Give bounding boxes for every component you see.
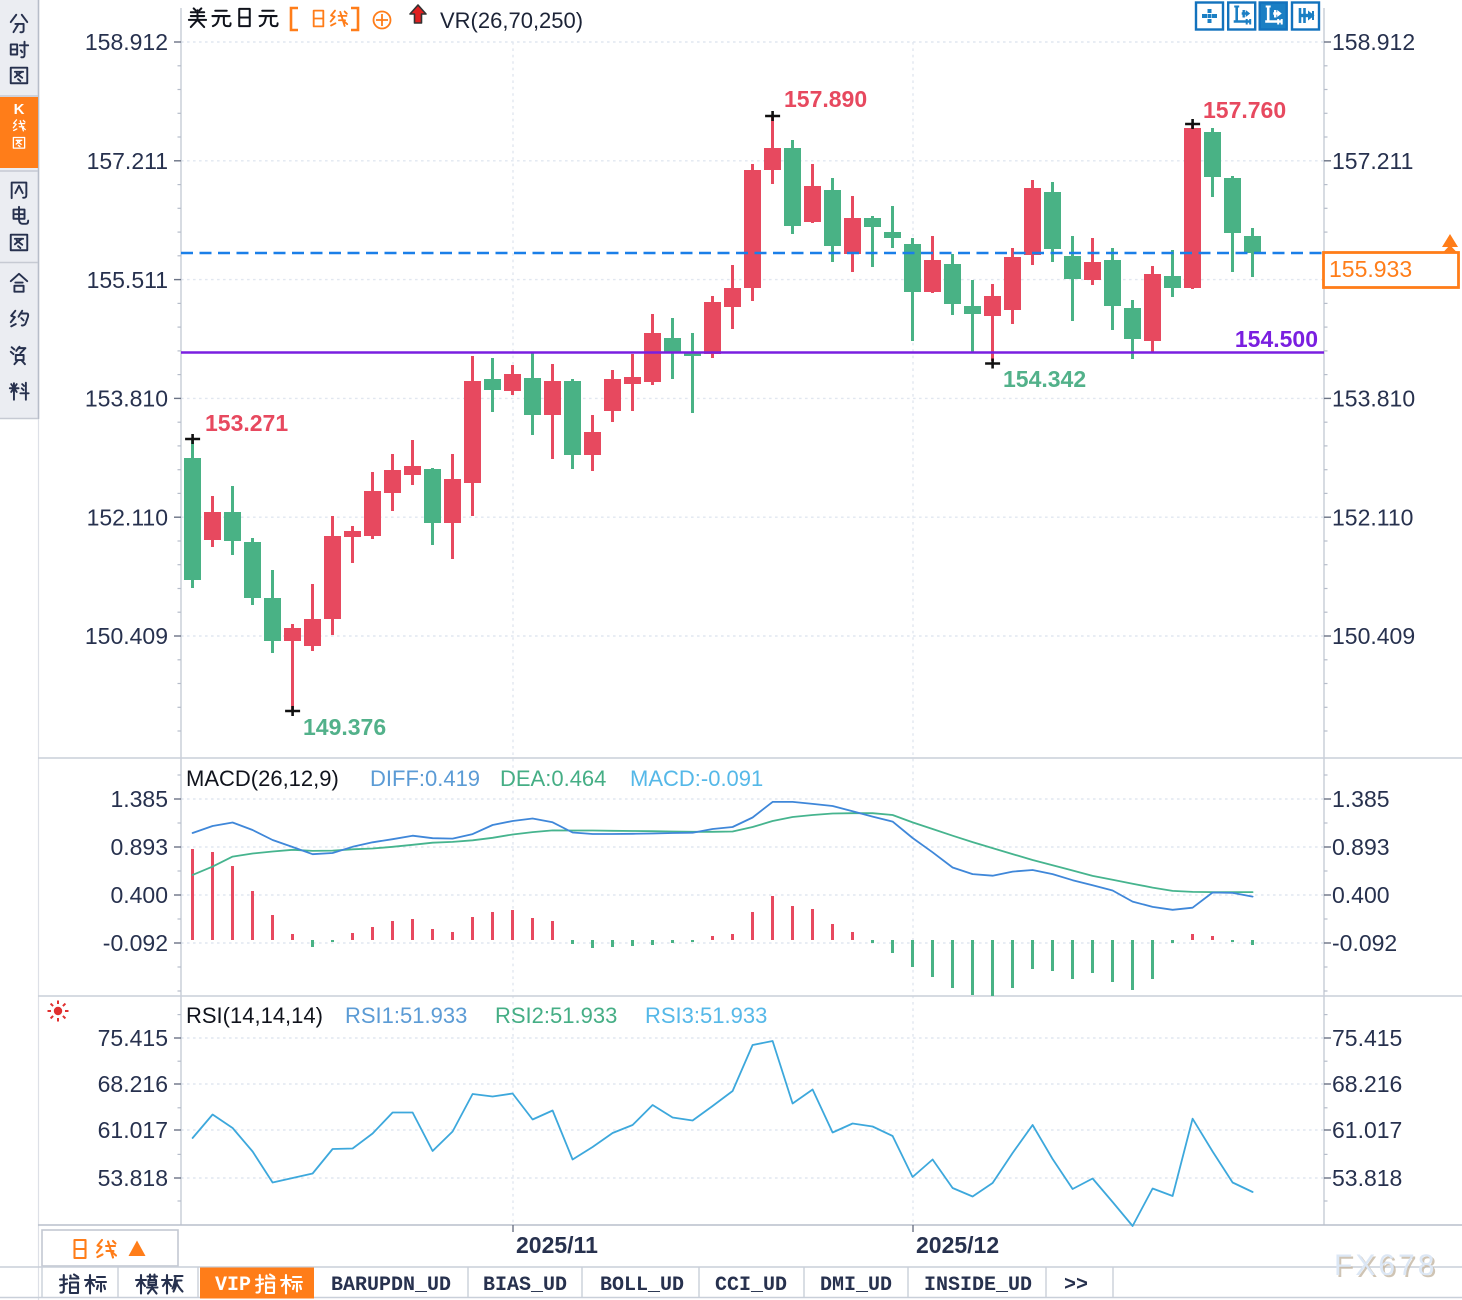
svg-text:153.810: 153.810 <box>1332 386 1415 412</box>
svg-text:DEA:0.464: DEA:0.464 <box>500 766 606 791</box>
svg-text:-0.092: -0.092 <box>1332 930 1397 956</box>
svg-text:0.893: 0.893 <box>110 834 168 860</box>
svg-text:61.017: 61.017 <box>1332 1117 1402 1143</box>
svg-text:75.415: 75.415 <box>98 1025 168 1051</box>
svg-text:VIP: VIP <box>215 1274 251 1297</box>
svg-text:153.810: 153.810 <box>85 386 168 412</box>
svg-text:INSIDE_UD: INSIDE_UD <box>924 1274 1032 1297</box>
svg-text:158.912: 158.912 <box>1332 29 1415 55</box>
svg-text:K: K <box>14 101 25 118</box>
svg-text:149.376: 149.376 <box>303 714 386 740</box>
svg-text:154.342: 154.342 <box>1003 366 1086 392</box>
svg-text:RSI(14,14,14): RSI(14,14,14) <box>186 1003 323 1028</box>
svg-text:150.409: 150.409 <box>1332 623 1415 649</box>
svg-text:153.271: 153.271 <box>205 410 288 436</box>
svg-text:155.933: 155.933 <box>1329 256 1412 282</box>
svg-text:157.890: 157.890 <box>784 86 867 112</box>
svg-text:CCI_UD: CCI_UD <box>715 1274 787 1297</box>
svg-text:53.818: 53.818 <box>1332 1165 1402 1191</box>
svg-text:BARUPDN_UD: BARUPDN_UD <box>331 1274 451 1297</box>
svg-text:BOLL_UD: BOLL_UD <box>600 1274 684 1297</box>
svg-text:158.912: 158.912 <box>85 29 168 55</box>
svg-text:FX678: FX678 <box>1334 1249 1437 1282</box>
svg-text:BIAS_UD: BIAS_UD <box>483 1274 567 1297</box>
svg-text:RSI1:51.933: RSI1:51.933 <box>345 1003 467 1028</box>
svg-text:-0.092: -0.092 <box>103 930 168 956</box>
svg-text:>>: >> <box>1064 1274 1088 1297</box>
svg-text:75.415: 75.415 <box>1332 1025 1402 1051</box>
svg-text:VR(26,70,250): VR(26,70,250) <box>440 8 583 33</box>
svg-text:RSI3:51.933: RSI3:51.933 <box>645 1003 767 1028</box>
svg-text:0.400: 0.400 <box>1332 882 1390 908</box>
svg-text:DMI_UD: DMI_UD <box>820 1274 892 1297</box>
svg-text:53.818: 53.818 <box>98 1165 168 1191</box>
svg-text:FX678: FX678 <box>1336 1251 1439 1284</box>
svg-text:157.760: 157.760 <box>1203 97 1286 123</box>
svg-text:DIFF:0.419: DIFF:0.419 <box>370 766 480 791</box>
svg-text:1.385: 1.385 <box>110 786 168 812</box>
svg-text:157.211: 157.211 <box>87 148 168 174</box>
svg-text:2025/11: 2025/11 <box>516 1232 598 1258</box>
svg-text:0.893: 0.893 <box>1332 834 1390 860</box>
svg-text:68.216: 68.216 <box>1332 1071 1402 1097</box>
svg-text:0.400: 0.400 <box>110 882 168 908</box>
svg-text:155.511: 155.511 <box>87 267 168 293</box>
svg-text:154.500: 154.500 <box>1235 326 1318 352</box>
svg-text:150.409: 150.409 <box>85 623 168 649</box>
svg-text:157.211: 157.211 <box>1332 148 1413 174</box>
svg-text:2025/12: 2025/12 <box>916 1232 999 1258</box>
svg-text:152.110: 152.110 <box>87 504 168 530</box>
svg-text:MACD:-0.091: MACD:-0.091 <box>630 766 763 791</box>
svg-text:1.385: 1.385 <box>1332 786 1390 812</box>
svg-text:MACD(26,12,9): MACD(26,12,9) <box>186 766 339 791</box>
svg-text:61.017: 61.017 <box>98 1117 168 1143</box>
svg-text:RSI2:51.933: RSI2:51.933 <box>495 1003 617 1028</box>
svg-text:68.216: 68.216 <box>98 1071 168 1097</box>
svg-text:152.110: 152.110 <box>1332 504 1413 530</box>
